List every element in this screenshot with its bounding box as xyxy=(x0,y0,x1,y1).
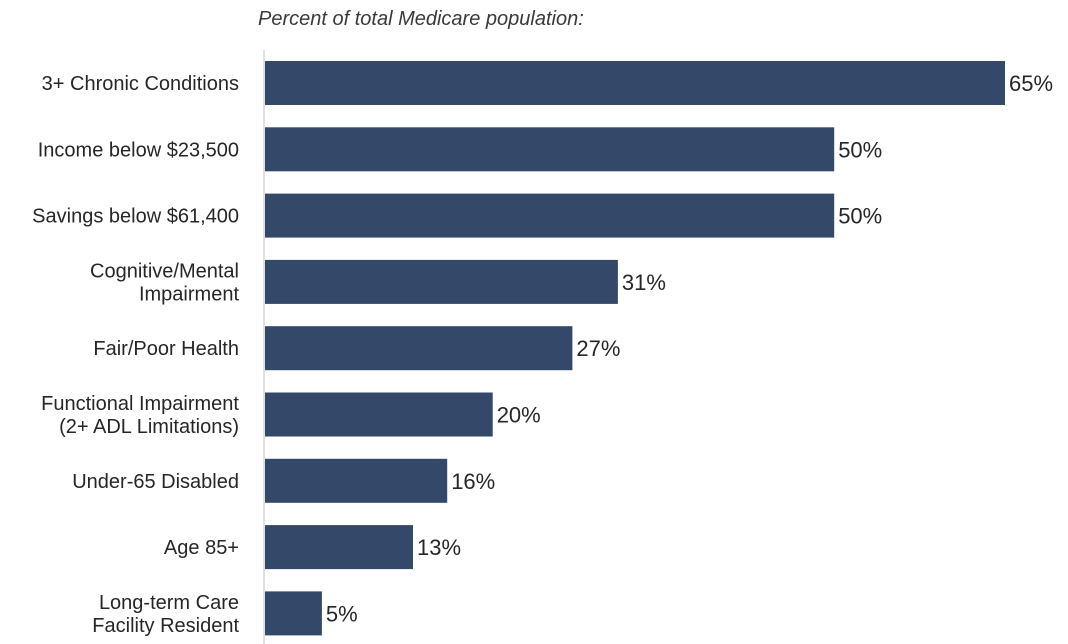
category-label-6: Under-65 Disabled xyxy=(72,471,239,493)
bar-8 xyxy=(265,591,322,636)
bar-6 xyxy=(265,458,448,503)
value-label-8: 5% xyxy=(326,601,358,626)
bar-5 xyxy=(265,392,493,437)
category-label-5-line-0: Functional Impairment xyxy=(41,393,239,415)
category-label-7: Age 85+ xyxy=(164,537,239,559)
bar-0 xyxy=(265,61,1005,105)
value-label-5: 20% xyxy=(497,403,541,428)
value-label-4: 27% xyxy=(576,336,620,361)
category-label-8-line-1: Facility Resident xyxy=(92,615,239,637)
category-label-5-line-1: (2+ ADL Limitations) xyxy=(59,416,239,438)
bar-7 xyxy=(265,525,413,570)
category-label-1: Income below $23,500 xyxy=(38,139,239,161)
value-label-3: 31% xyxy=(622,270,666,295)
category-label-4: Fair/Poor Health xyxy=(93,338,239,360)
category-labels-group: 3+ Chronic Conditions Income below $23,50… xyxy=(32,73,239,637)
value-labels-group: 65% 50% 50% 31% 27% 20% 16% 13% 5% xyxy=(326,71,1053,626)
category-label-3-line-1: Impairment xyxy=(139,283,239,305)
value-label-1: 50% xyxy=(838,137,882,162)
category-label-2: Savings below $61,400 xyxy=(32,206,239,228)
category-label-0: 3+ Chronic Conditions xyxy=(42,73,239,95)
value-label-2: 50% xyxy=(838,204,882,229)
category-label-8-line-0: Long-term Care xyxy=(99,592,239,614)
bars-group xyxy=(265,61,1005,636)
chart-subtitle: Percent of total Medicare population: xyxy=(258,8,584,30)
bar-4 xyxy=(265,326,573,371)
value-label-0: 65% xyxy=(1009,71,1053,96)
category-label-3-line-0: Cognitive/Mental xyxy=(90,260,239,282)
bar-3 xyxy=(265,259,618,304)
value-label-7: 13% xyxy=(417,535,461,560)
value-label-6: 16% xyxy=(451,469,495,494)
bar-2 xyxy=(265,193,835,238)
bar-1 xyxy=(265,127,835,172)
